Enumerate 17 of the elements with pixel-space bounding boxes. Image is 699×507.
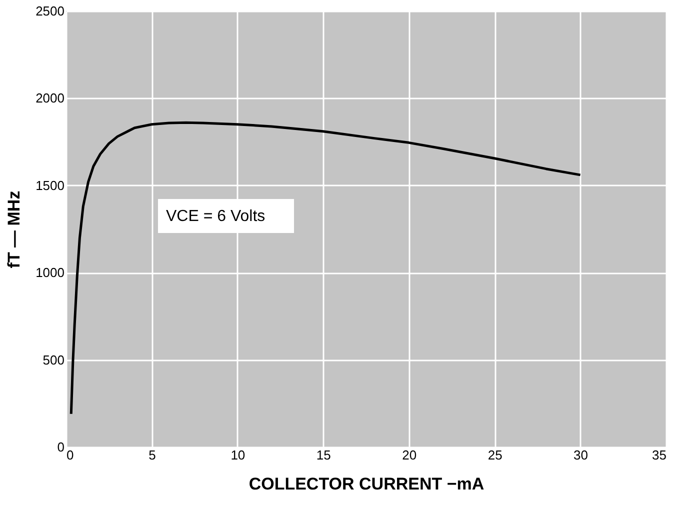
x-axis-title: COLLECTOR CURRENT −mA — [248, 474, 484, 494]
y-tick-label: 500 — [42, 352, 64, 368]
x-tick-label: 20 — [402, 448, 417, 462]
x-tick-label: 25 — [488, 448, 502, 462]
x-tick-label: 15 — [316, 448, 331, 462]
x-tick-label: 30 — [574, 448, 588, 462]
y-axis-title: fT — MHz — [4, 190, 24, 268]
y-tick-label: 2000 — [36, 90, 64, 106]
x-tick-label: 35 — [652, 448, 666, 462]
y-tick-label: 1500 — [36, 178, 64, 193]
annotation: VCE = 6 Volts — [166, 208, 266, 225]
line-series — [70, 121, 582, 416]
x-tick-label: 10 — [230, 448, 246, 462]
x-tick-label: 5 — [148, 448, 156, 462]
y-tick-label: 1000 — [36, 265, 64, 280]
x-tick-label: 0 — [66, 448, 74, 462]
y-tick-label: 2500 — [36, 4, 64, 18]
